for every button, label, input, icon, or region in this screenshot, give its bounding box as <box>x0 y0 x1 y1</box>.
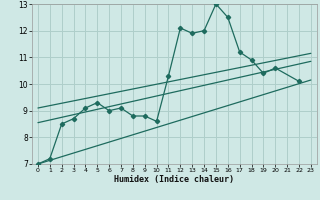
X-axis label: Humidex (Indice chaleur): Humidex (Indice chaleur) <box>115 175 234 184</box>
